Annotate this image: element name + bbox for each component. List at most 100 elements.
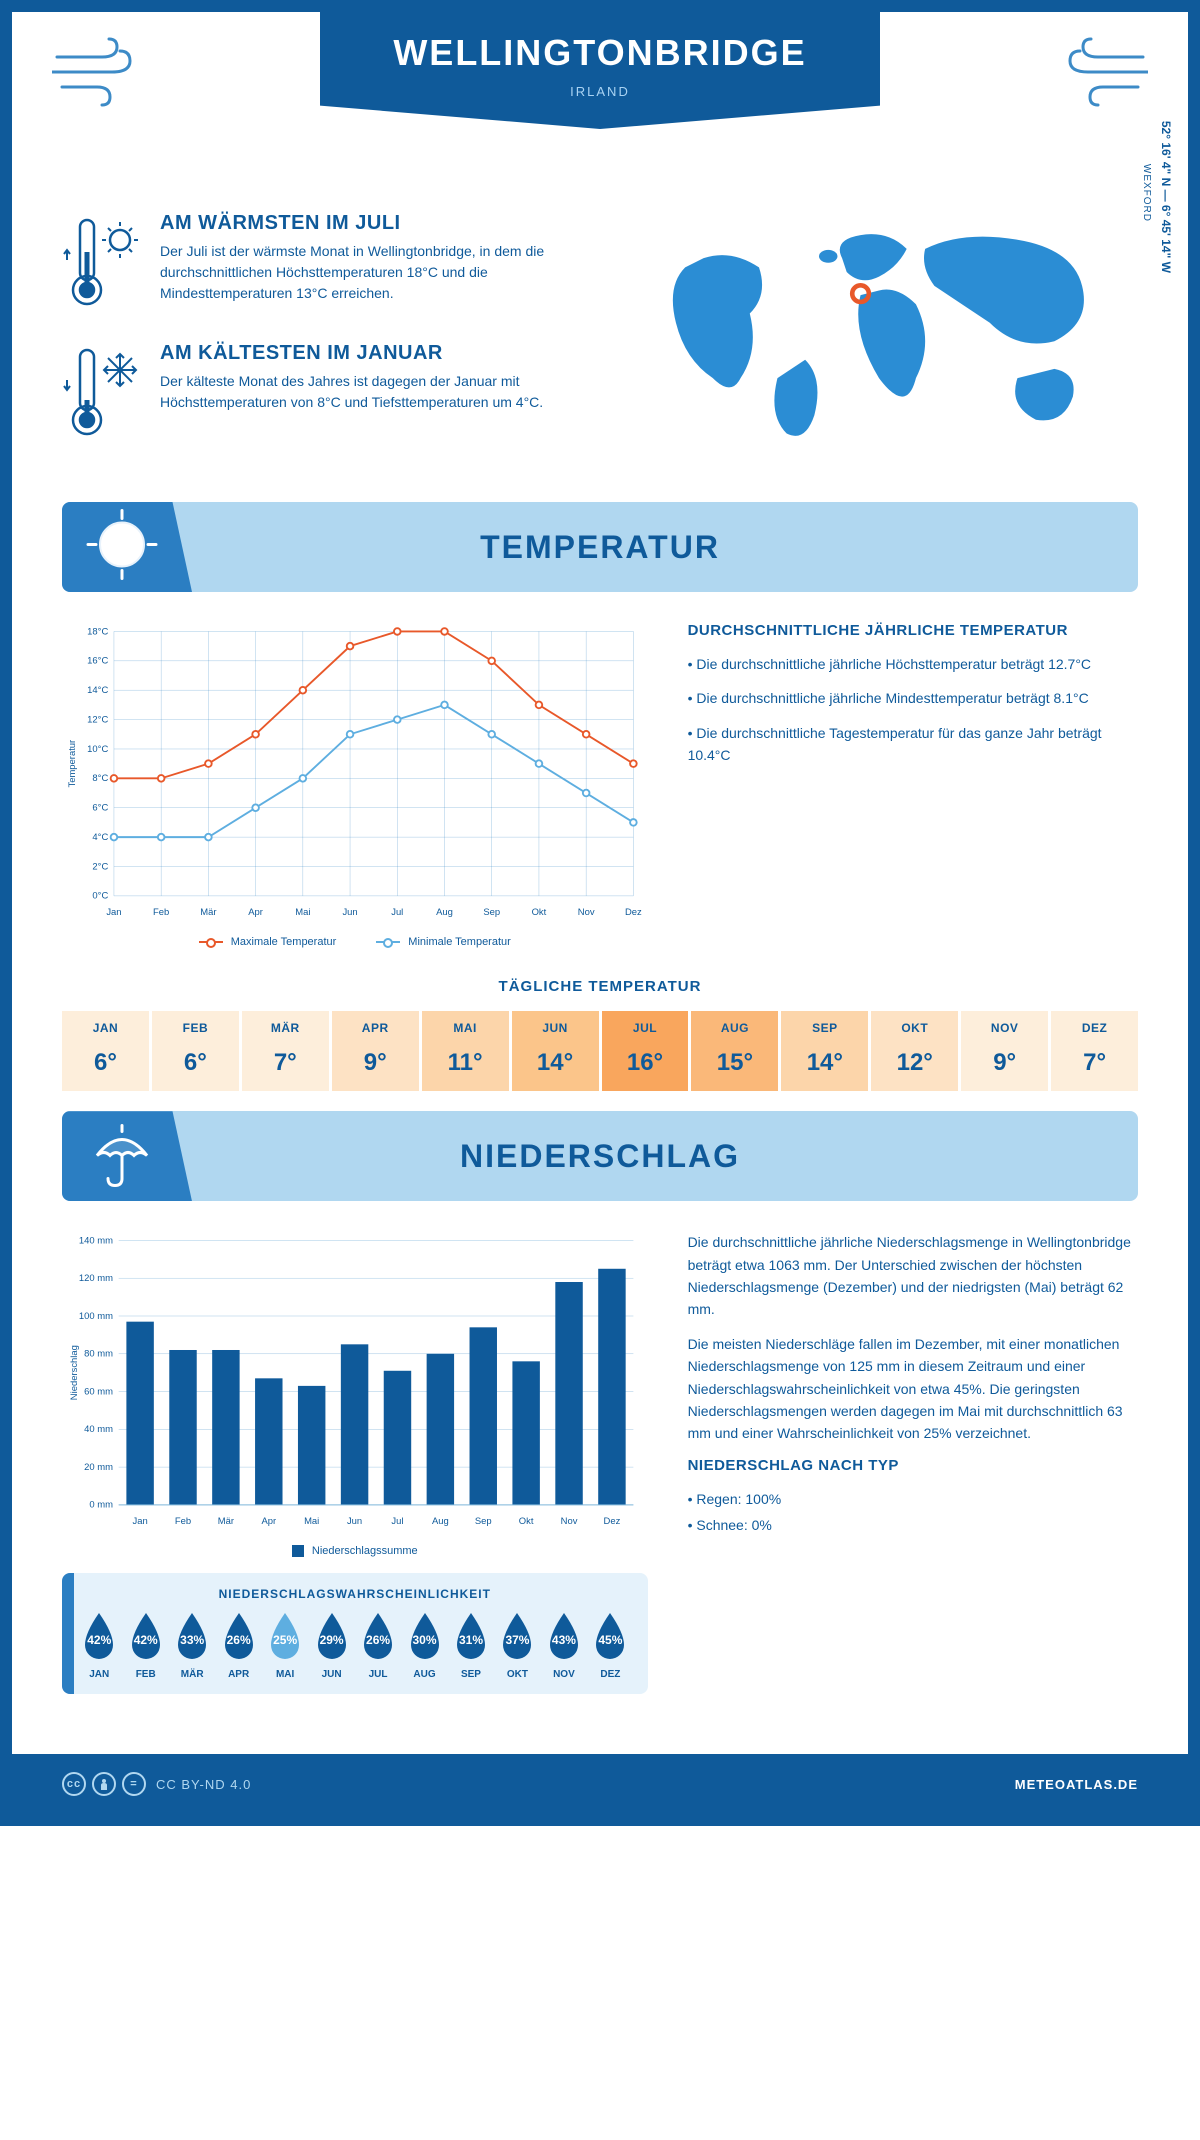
temp-bullet: • Die durchschnittliche Tagestemperatur …	[688, 722, 1138, 767]
drop-month: OKT	[496, 1669, 538, 1680]
temp-cell-value: 7°	[242, 1049, 329, 1077]
temp-cell-value: 6°	[152, 1049, 239, 1077]
coldest-body: Der kälteste Monat des Jahres ist dagege…	[160, 371, 580, 413]
drop-value: 26%	[227, 1633, 251, 1647]
legend-rain-label: Niederschlagssumme	[312, 1545, 418, 1557]
svg-text:Jan: Jan	[133, 1516, 148, 1527]
svg-text:2°C: 2°C	[92, 861, 108, 872]
drop-value: 25%	[273, 1633, 297, 1647]
temp-cell-month: DEZ	[1051, 1021, 1138, 1035]
drop-month: SEP	[450, 1669, 492, 1680]
temp-cell-value: 14°	[512, 1049, 599, 1077]
svg-text:Okt: Okt	[519, 1516, 534, 1527]
temp-cell: MÄR7°	[242, 1011, 332, 1091]
svg-text:Jul: Jul	[391, 907, 403, 918]
drop-value: 42%	[134, 1633, 158, 1647]
drop-month: JUL	[357, 1669, 399, 1680]
svg-text:14°C: 14°C	[87, 685, 108, 696]
svg-text:Jun: Jun	[342, 907, 357, 918]
footer-brand: METEOATLAS.DE	[1015, 1777, 1138, 1792]
coldest-block: AM KÄLTESTEN IM JANUAR Der kälteste Mona…	[62, 342, 580, 447]
drop-value: 37%	[505, 1633, 529, 1647]
legend-min: Minimale Temperatur	[376, 936, 511, 948]
svg-text:10°C: 10°C	[87, 744, 108, 755]
svg-text:16°C: 16°C	[87, 656, 108, 667]
license-text: CC BY-ND 4.0	[156, 1777, 251, 1792]
nd-icon: =	[122, 1772, 146, 1796]
drop-month: DEZ	[589, 1669, 631, 1680]
drop-value: 29%	[320, 1633, 344, 1647]
temp-cell-month: AUG	[691, 1021, 778, 1035]
svg-text:12°C: 12°C	[87, 714, 108, 725]
temperature-title: TEMPERATUR	[480, 529, 720, 566]
temp-cell-month: APR	[332, 1021, 419, 1035]
world-map	[620, 212, 1138, 452]
svg-text:Niederschlag: Niederschlag	[69, 1345, 80, 1400]
svg-text:Dez: Dez	[604, 1516, 621, 1527]
wind-icon	[52, 37, 142, 112]
svg-text:140 mm: 140 mm	[79, 1235, 113, 1246]
daily-temp-title: TÄGLICHE TEMPERATUR	[62, 978, 1138, 995]
temperature-header: TEMPERATUR	[62, 502, 1138, 592]
drop-value: 45%	[598, 1633, 622, 1647]
temp-cell: JAN 6°	[62, 1011, 152, 1091]
probability-drop: 42% JAN	[78, 1611, 120, 1680]
probability-drop: 26% JUL	[357, 1611, 399, 1680]
page-wrapper: WELLINGTONBRIDGE IRLAND	[0, 0, 1200, 1826]
probability-drop: 42% FEB	[124, 1611, 166, 1680]
temp-cell: AUG15°	[691, 1011, 781, 1091]
rain-p2: Die meisten Niederschläge fallen im Deze…	[688, 1333, 1138, 1445]
temp-cell: SEP14°	[781, 1011, 871, 1091]
page-title: WELLINGTONBRIDGE	[340, 32, 860, 74]
temp-cell-month: JUN	[512, 1021, 599, 1035]
temp-cell: JUN 14°	[512, 1011, 602, 1091]
coldest-text: AM KÄLTESTEN IM JANUAR Der kälteste Mona…	[160, 342, 580, 447]
probability-drop: 33% MÄR	[171, 1611, 213, 1680]
probability-drop: 30% AUG	[403, 1611, 445, 1680]
warmest-text: AM WÄRMSTEN IM JULI Der Juli ist der wär…	[160, 212, 580, 317]
legend-max-label: Maximale Temperatur	[231, 936, 337, 948]
drop-month: JAN	[78, 1669, 120, 1680]
temp-cell-month: JAN	[62, 1021, 149, 1035]
svg-text:Sep: Sep	[483, 907, 500, 918]
temp-cell: MAI11°	[422, 1011, 512, 1091]
legend-min-label: Minimale Temperatur	[408, 936, 511, 948]
intro-right: WEXFORD 52° 16' 4" N — 6° 45' 14" W	[620, 212, 1138, 472]
temp-cell-month: SEP	[781, 1021, 868, 1035]
svg-text:6°C: 6°C	[92, 803, 108, 814]
temp-cell-value: 7°	[1051, 1049, 1138, 1077]
temperature-legend: Maximale Temperatur Minimale Temperatur	[62, 936, 648, 948]
rain-type-item: • Schnee: 0%	[688, 1514, 1138, 1536]
coordinates: 52° 16' 4" N — 6° 45' 14" W	[1159, 121, 1173, 273]
rain-type-item: • Regen: 100%	[688, 1488, 1138, 1510]
svg-text:Apr: Apr	[248, 907, 263, 918]
warmest-block: AM WÄRMSTEN IM JULI Der Juli ist der wär…	[62, 212, 580, 317]
coldest-title: AM KÄLTESTEN IM JANUAR	[160, 342, 580, 365]
rain-type-heading: NIEDERSCHLAG NACH TYP	[688, 1457, 1138, 1474]
footer-license: cc = CC BY-ND 4.0	[62, 1772, 251, 1796]
probability-drop: 45% DEZ	[589, 1611, 631, 1680]
precipitation-header: NIEDERSCHLAG	[62, 1111, 1138, 1201]
svg-text:0 mm: 0 mm	[89, 1500, 113, 1511]
probability-drop: 26% APR	[217, 1611, 259, 1680]
svg-text:Jan: Jan	[106, 907, 121, 918]
precipitation-chart-row: 0 mm20 mm40 mm60 mm80 mm100 mm120 mm140 …	[62, 1231, 1138, 1694]
thermometer-snow-icon	[62, 342, 142, 447]
warmest-body: Der Juli ist der wärmste Monat in Wellin…	[160, 241, 580, 304]
wind-icon	[1058, 37, 1148, 112]
header: WELLINGTONBRIDGE IRLAND	[12, 12, 1188, 192]
temp-info-heading: DURCHSCHNITTLICHE JÄHRLICHE TEMPERATUR	[688, 622, 1138, 639]
temp-cell-value: 6°	[62, 1049, 149, 1077]
intro-left: AM WÄRMSTEN IM JULI Der Juli ist der wär…	[62, 212, 580, 472]
drop-value: 42%	[87, 1633, 111, 1647]
temp-cell: DEZ 7°	[1051, 1011, 1138, 1091]
by-icon	[92, 1772, 116, 1796]
svg-text:0°C: 0°C	[92, 891, 108, 902]
temp-bullet: • Die durchschnittliche jährliche Mindes…	[688, 687, 1138, 709]
svg-text:Mär: Mär	[218, 1516, 234, 1527]
svg-text:Nov: Nov	[561, 1516, 578, 1527]
svg-text:Sep: Sep	[475, 1516, 492, 1527]
svg-text:120 mm: 120 mm	[79, 1273, 113, 1284]
temp-cell: NOV9°	[961, 1011, 1051, 1091]
drop-month: JUN	[310, 1669, 352, 1680]
